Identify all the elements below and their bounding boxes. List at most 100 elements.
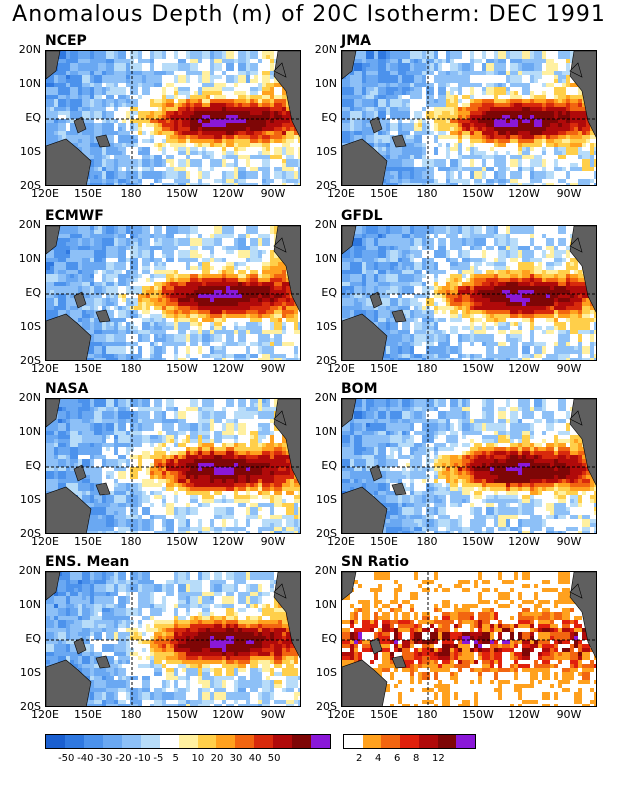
lon-label: 150W <box>462 535 494 548</box>
lon-label: 150E <box>370 362 398 375</box>
land-mass <box>46 399 61 428</box>
lat-label: 10S <box>20 320 41 333</box>
lon-label: 90W <box>260 535 286 548</box>
colorbar-swatch <box>273 735 293 748</box>
lon-label: 150E <box>74 362 102 375</box>
colorbar-swatch <box>418 735 438 748</box>
anomaly-colorbar <box>45 734 331 749</box>
colorbar-label: 20 <box>210 753 224 764</box>
map-panel-ecmwf: ECMWF 20N 10N EQ 10S 20S 120E 150E 180 150W 120W 90… <box>19 208 301 375</box>
lon-label: 150E <box>74 535 102 548</box>
land-mass <box>391 134 407 148</box>
colorbar-swatch <box>381 735 401 748</box>
lon-label: 150W <box>462 708 494 721</box>
colorbar-swatch <box>254 735 274 748</box>
colorbar-swatch <box>159 735 179 748</box>
lat-label: 10N <box>18 598 41 611</box>
lat-label: 10S <box>316 493 337 506</box>
land-mass <box>46 226 61 255</box>
lat-label: 10N <box>18 252 41 265</box>
colorbar-label: -10 <box>134 753 151 764</box>
lon-label: 150W <box>166 708 198 721</box>
map-field <box>45 571 301 707</box>
colorbar-label: 5 <box>172 753 179 764</box>
land-mass <box>73 116 87 134</box>
land-mass <box>95 134 111 148</box>
colorbar-swatch <box>311 735 331 748</box>
lat-label: EQ <box>321 286 337 299</box>
land-mass <box>73 637 87 655</box>
land-mass <box>73 291 87 309</box>
lat-label: 20N <box>314 218 337 231</box>
land-mass <box>569 583 583 599</box>
land-mass <box>342 313 388 360</box>
colorbar-swatch <box>456 735 476 748</box>
lat-label: EQ <box>25 632 41 645</box>
colorbar-swatch <box>64 735 84 748</box>
land-mass <box>569 62 583 78</box>
panel-title: SN Ratio <box>341 554 410 570</box>
colorbar-label: 8 <box>413 753 420 764</box>
lat-label: 20N <box>18 218 41 231</box>
lat-label: 20S <box>316 179 337 192</box>
lon-label: 180 <box>416 535 438 548</box>
lon-label: 120W <box>212 708 244 721</box>
land-mass <box>569 237 583 253</box>
lat-label: 20S <box>316 700 337 713</box>
land-mass <box>95 309 111 323</box>
colorbar-label: 10 <box>191 753 205 764</box>
colorbar-label: 30 <box>229 753 243 764</box>
lat-label: 10S <box>20 145 41 158</box>
land-mass <box>369 291 383 309</box>
lon-label: 150E <box>370 187 398 200</box>
map-panel-nasa: NASA 20N 10N EQ 10S 20S 120E 150E 180 150W 120W 90W <box>19 381 301 548</box>
map-field <box>45 50 301 186</box>
colorbar-swatch <box>140 735 160 748</box>
colorbar-label: 2 <box>356 753 363 764</box>
land-mass <box>46 138 92 185</box>
lon-label: 120W <box>212 187 244 200</box>
lon-label: 180 <box>416 362 438 375</box>
colorbar-swatch <box>46 735 65 748</box>
lat-label: 10N <box>314 598 337 611</box>
lon-label: 120W <box>508 187 540 200</box>
colorbar-swatch <box>437 735 457 748</box>
lat-label: 10N <box>18 77 41 90</box>
lon-label: 120W <box>508 535 540 548</box>
figure-title: Anomalous Depth (m) of 20C Isotherm: DEC… <box>12 2 606 27</box>
land-mass <box>273 410 287 426</box>
lon-label: 180 <box>416 187 438 200</box>
colorbar-swatch <box>400 735 419 748</box>
land-mass <box>369 464 383 482</box>
map-panel-jma: JMA 20N 10N EQ 10S 20S 120E 150E 180 150W 120W 90W <box>315 33 597 200</box>
land-mass <box>73 464 87 482</box>
colorbar-swatch <box>344 735 363 748</box>
land-mass <box>342 226 357 255</box>
lat-label: 20N <box>18 391 41 404</box>
land-mass <box>391 655 407 669</box>
lat-label: 20S <box>316 527 337 540</box>
lat-label: 20S <box>20 527 41 540</box>
land-mass <box>46 51 61 80</box>
colorbar-label: -50 <box>58 753 75 764</box>
lat-label: 10S <box>316 320 337 333</box>
panel-title: ENS. Mean <box>45 554 130 570</box>
lat-label: 10N <box>314 425 337 438</box>
map-field <box>341 225 597 361</box>
lon-label: 180 <box>416 708 438 721</box>
lat-label: 20N <box>18 43 41 56</box>
colorbar-label: -40 <box>77 753 94 764</box>
land-mass <box>369 116 383 134</box>
lat-label: 20N <box>314 43 337 56</box>
land-mass <box>46 313 92 360</box>
lon-label: 90W <box>260 708 286 721</box>
colorbar-swatch <box>197 735 217 748</box>
colorbar-swatch <box>121 735 141 748</box>
lon-label: 150E <box>370 535 398 548</box>
lon-label: 180 <box>120 535 142 548</box>
lon-label: 120W <box>508 362 540 375</box>
lon-label: 90W <box>556 362 582 375</box>
lon-label: 180 <box>120 708 142 721</box>
land-mass <box>342 572 357 601</box>
panel-title: BOM <box>341 381 378 397</box>
